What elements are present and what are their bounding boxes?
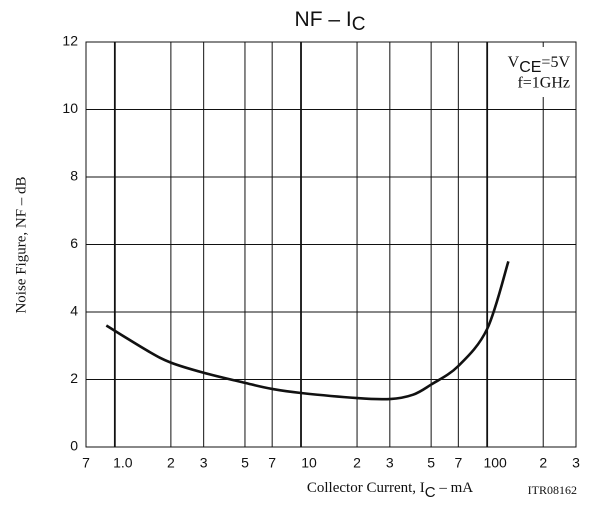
annotation-subscript: CE: [519, 59, 541, 76]
annotation: VCE=5V: [508, 54, 571, 77]
y-tick-label: 10: [62, 100, 78, 116]
data-line: [105, 260, 510, 401]
chart-title: NF – IC: [295, 8, 366, 35]
title-subscript: C: [352, 14, 366, 35]
x-tick-label: 3: [386, 455, 394, 471]
x-tick-label: 2: [353, 455, 361, 471]
y-tick-label: 2: [70, 370, 78, 386]
y-axis-label: Noise Figure, NF – dB: [13, 176, 29, 313]
y-tick-label: 0: [70, 438, 78, 454]
x-axis-label: Collector Current, IC – mA: [307, 480, 473, 501]
annotation-suffix: =5V: [541, 54, 570, 71]
x-tick-label: 5: [427, 455, 435, 471]
y-tick-label: 12: [62, 33, 78, 49]
x-tick-label: 2: [167, 455, 175, 471]
y-tick-label: 4: [70, 303, 78, 319]
annotation-box: [497, 47, 575, 97]
x-tick-label: 100: [483, 455, 507, 471]
x-tick-label: 3: [200, 455, 208, 471]
x-tick-label: 7: [454, 455, 462, 471]
x-tick-label: 2: [539, 455, 547, 471]
x-label-suffix: – mA: [436, 480, 474, 496]
annotation: f=1GHz: [517, 75, 570, 92]
annotation-text: V: [508, 54, 520, 71]
x-label-subscript: C: [425, 484, 436, 501]
x-tick-label: 7: [82, 455, 90, 471]
x-label-text: Collector Current, I: [307, 480, 425, 496]
figure-code: ITR08162: [528, 483, 577, 497]
x-tick-label: 7: [268, 455, 276, 471]
x-tick-label: 1.0: [113, 455, 133, 471]
x-tick-label: 10: [301, 455, 317, 471]
x-tick-label: 3: [572, 455, 580, 471]
title-text: NF – I: [295, 8, 352, 31]
y-tick-label: 6: [70, 235, 78, 251]
plot-frame: [85, 41, 577, 448]
x-tick-label: 5: [241, 455, 249, 471]
y-tick-label: 8: [70, 168, 78, 184]
